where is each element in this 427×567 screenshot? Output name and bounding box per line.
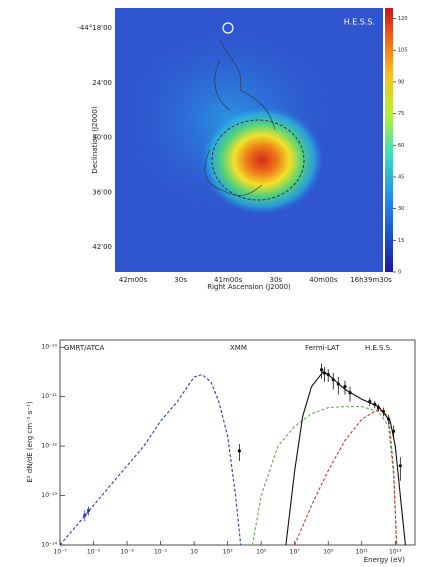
y-tick-label: -44°18'00	[77, 24, 112, 32]
y-tick-label: 42'00	[92, 243, 112, 251]
data-point	[331, 378, 335, 382]
sed-plot: Energy (eV) E² dN/dE (erg cm⁻² s⁻¹)	[26, 339, 416, 564]
contours	[204, 39, 276, 196]
y-axis-title: Declination (J2000)	[91, 106, 99, 173]
annotation: GMRT/ATCA	[64, 344, 104, 352]
data-point	[322, 371, 327, 375]
annotation: XMM	[230, 344, 247, 352]
y-tick-label: 10⁻¹²	[41, 443, 57, 450]
x-tick-label: 10⁵	[256, 549, 267, 556]
annotation: Fermi-LAT	[305, 344, 340, 352]
x-axis-title: Energy (eV)	[364, 556, 406, 564]
x-tick-label: 30s	[270, 276, 283, 284]
x-axis-title: Right Ascension (J2000)	[207, 283, 291, 291]
data-point	[387, 417, 391, 421]
data-point	[86, 508, 91, 513]
x-tick-label: 10⁻⁵	[87, 549, 101, 556]
y-tick-label: 36'00	[92, 188, 112, 196]
data-point	[83, 513, 87, 517]
model-curve	[294, 408, 398, 546]
data-point	[381, 409, 386, 414]
model-curve	[285, 370, 406, 546]
x-tick-label: 40m00s	[309, 276, 338, 284]
x-tick-label: 10¹¹	[356, 549, 369, 556]
model-curve	[251, 406, 398, 546]
data-point	[319, 368, 324, 372]
colorbar-tick-label: 45	[398, 174, 404, 180]
data-point	[326, 372, 330, 377]
sky-map: H.E.S.S. Right Ascension (J2000) Declina…	[91, 8, 393, 291]
annotation: H.E.S.S.	[365, 344, 392, 352]
colorbar-tick-label: 90	[398, 79, 404, 85]
y-tick-label: 10⁻¹¹	[41, 393, 57, 400]
data-point	[237, 449, 241, 453]
colorbar-tick-label: 105	[398, 48, 408, 54]
data-point	[348, 391, 352, 395]
model-curve	[59, 373, 242, 546]
x-tick-label: 10³	[223, 549, 234, 556]
map-title: H.E.S.S.	[344, 18, 375, 27]
x-tick-label: 30s	[174, 276, 187, 284]
data-point	[392, 429, 396, 433]
colorbar-tick-label: 120	[398, 16, 408, 22]
colorbar-tick-label: 75	[398, 111, 404, 117]
x-tick-label: 10⁻⁷	[53, 549, 67, 556]
data-point	[373, 402, 377, 406]
x-tick-label: 10¹³	[389, 549, 402, 556]
colorbar-tick-label: 30	[398, 206, 404, 212]
x-tick-label: 10⁻³	[120, 549, 134, 556]
y-tick-label: 10⁻¹⁰	[41, 344, 57, 351]
region-circle	[211, 119, 305, 201]
psf-circle	[222, 22, 234, 34]
data-point	[376, 406, 381, 410]
data-point	[343, 384, 347, 389]
colorbar-tick-label: 60	[398, 143, 404, 149]
x-tick-label: 10⁷	[290, 549, 301, 556]
y-tick-label: 10⁻¹⁴	[41, 542, 57, 549]
plot-frame	[59, 339, 416, 546]
map-emission	[200, 105, 324, 215]
colorbar	[385, 8, 393, 272]
data-point	[336, 382, 340, 386]
y-tick-label: 30'00	[92, 134, 112, 142]
x-tick-label: 42m00s	[119, 276, 148, 284]
y-axis-title: E² dN/dE (erg cm⁻² s⁻¹)	[26, 401, 34, 483]
y-tick-label: 24'00	[92, 79, 112, 87]
data-point	[368, 399, 372, 404]
colorbar-tick-label: 15	[398, 238, 404, 244]
x-tick-label: 10⁻¹	[154, 549, 168, 556]
x-tick-label: 16h39m30s	[350, 276, 392, 284]
colorbar-tick-label: 0	[398, 270, 401, 276]
x-tick-label: 10⁹	[323, 549, 334, 556]
y-tick-label: 10⁻¹³	[41, 492, 57, 499]
x-tick-label: 10	[190, 549, 198, 556]
x-tick-label: 41m00s	[214, 276, 243, 284]
data-point	[398, 464, 402, 468]
